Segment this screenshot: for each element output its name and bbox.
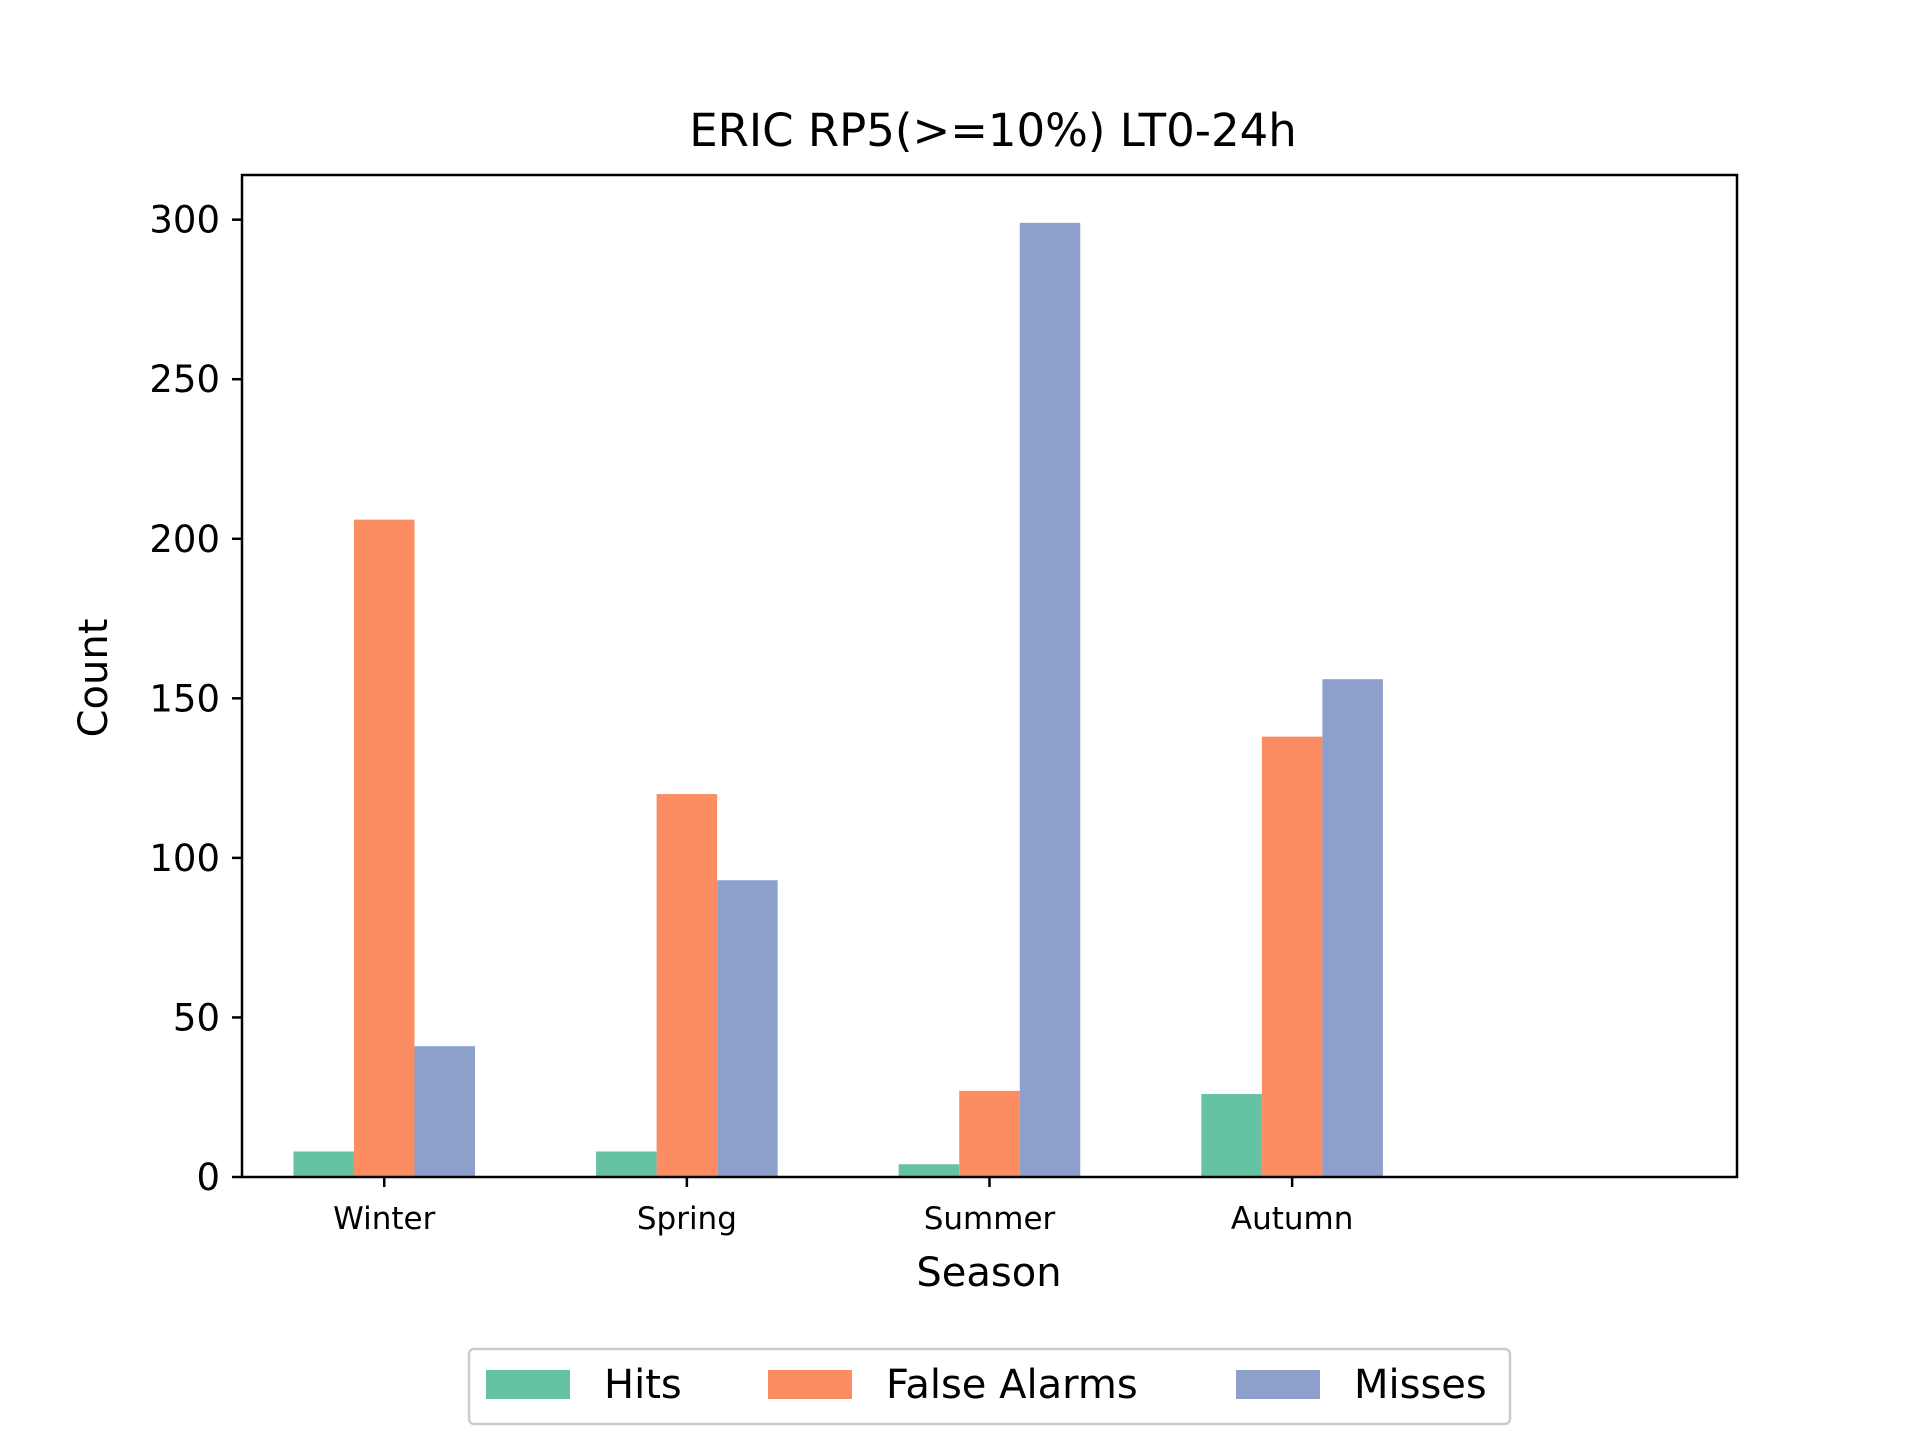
bar-hits-spring	[596, 1151, 657, 1177]
y-tick-label: 50	[173, 996, 220, 1039]
legend-frame	[467, 1347, 1512, 1426]
y-tick-label: 150	[149, 677, 220, 720]
legend-swatch	[486, 1370, 570, 1399]
chart-title: ERIC RP5(>=10%) LT0-24h	[689, 104, 1297, 157]
bar-false-alarms-spring	[656, 794, 718, 1177]
bar-misses-summer	[1019, 222, 1081, 1178]
x-tick-label: Summer	[924, 1201, 1056, 1237]
y-tick-label: 250	[149, 358, 220, 401]
y-axis-title: Count	[71, 619, 117, 738]
legend-items: Hits False Alarms Misses	[486, 1362, 1487, 1408]
bar-misses-spring	[717, 880, 778, 1177]
legend-label: Hits	[604, 1362, 682, 1408]
bars-layer	[293, 222, 1383, 1178]
bar-hits-autumn	[1201, 1094, 1262, 1177]
x-axis: Winter Spring Summer Autumn	[333, 1177, 1353, 1237]
legend-swatch	[768, 1370, 852, 1399]
legend-label: Misses	[1354, 1362, 1487, 1408]
legend-swatch	[1236, 1370, 1320, 1399]
x-tick-label: Spring	[637, 1201, 737, 1237]
plot-frame	[240, 173, 1739, 1179]
bar-misses-autumn	[1322, 679, 1383, 1177]
y-tick-label: 300	[149, 199, 220, 242]
y-tick-label: 100	[149, 837, 220, 880]
bar-false-alarms-summer	[959, 1090, 1020, 1177]
x-axis-title: Season	[916, 1250, 1061, 1296]
x-tick-label: Winter	[333, 1201, 435, 1237]
legend: Hits False Alarms Misses	[467, 1347, 1512, 1426]
bar-false-alarms-autumn	[1261, 736, 1323, 1177]
bar-hits-winter	[293, 1151, 354, 1177]
legend-label: False Alarms	[886, 1362, 1138, 1408]
y-tick-label: 200	[149, 518, 220, 561]
bar-hits-summer	[898, 1164, 960, 1177]
y-axis: 0 50 100 150 200 250 300	[149, 199, 242, 1199]
x-tick-label: Autumn	[1231, 1201, 1354, 1237]
bar-misses-winter	[414, 1046, 476, 1177]
y-tick-label: 0	[196, 1156, 220, 1199]
bar-false-alarms-winter	[353, 519, 415, 1177]
